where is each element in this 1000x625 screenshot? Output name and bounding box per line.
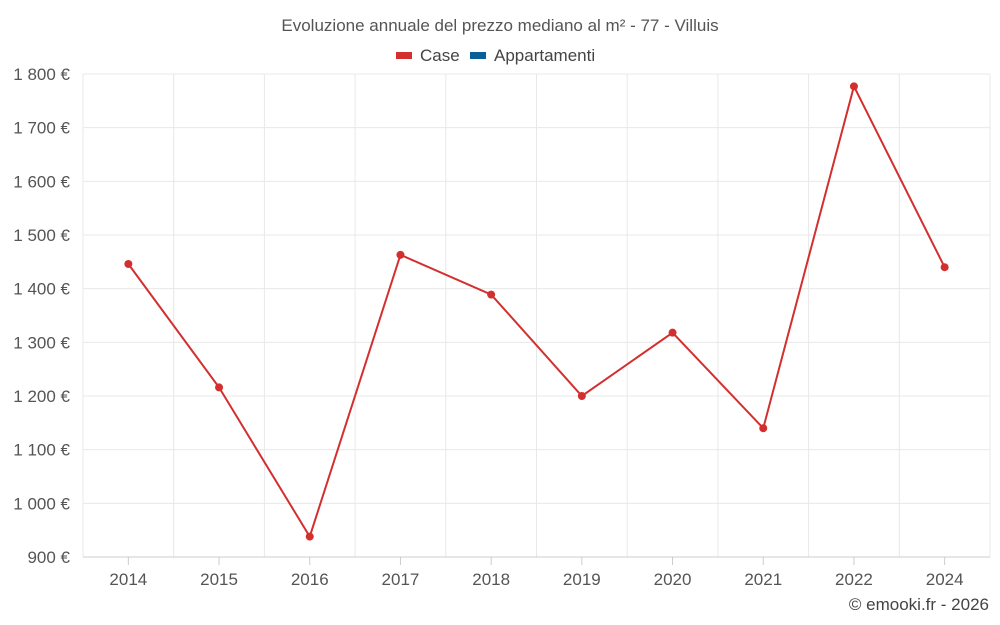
data-point[interactable]: [668, 328, 677, 337]
x-tick-label: 2017: [382, 570, 420, 589]
y-tick-label: 1 100 €: [13, 441, 70, 460]
series-case: [124, 82, 949, 541]
data-point[interactable]: [487, 290, 496, 299]
y-tick-label: 1 300 €: [13, 333, 70, 352]
y-tick-label: 1 600 €: [13, 172, 70, 191]
y-tick-label: 900 €: [27, 548, 70, 567]
x-tick-label: 2020: [654, 570, 692, 589]
data-point[interactable]: [215, 383, 224, 392]
x-tick-label: 2018: [472, 570, 510, 589]
x-tick-label: 2014: [109, 570, 147, 589]
y-tick-label: 1 000 €: [13, 494, 70, 513]
legend-label-case: Case: [420, 46, 460, 65]
chart-title: Evoluzione annuale del prezzo mediano al…: [281, 16, 718, 35]
x-tick-label: 2024: [926, 570, 964, 589]
y-tick-label: 1 700 €: [13, 119, 70, 138]
y-tick-label: 1 800 €: [13, 65, 70, 84]
data-point[interactable]: [759, 424, 768, 433]
x-tick-label: 2015: [200, 570, 238, 589]
legend: Case Appartamenti: [396, 46, 595, 65]
x-tick-label: 2016: [291, 570, 329, 589]
y-tick-label: 1 200 €: [13, 387, 70, 406]
y-axis: 900 € 1 000 € 1 100 € 1 200 € 1 300 € 1 400 €…: [13, 65, 70, 567]
legend-swatch-case: [396, 52, 412, 59]
data-point[interactable]: [124, 259, 133, 268]
legend-label-appartamenti: Appartamenti: [494, 46, 595, 65]
series-line-case: [127, 83, 946, 539]
data-point[interactable]: [577, 392, 586, 400]
legend-item-case[interactable]: Case: [396, 46, 460, 65]
legend-swatch-appartamenti: [470, 52, 486, 59]
x-axis: 2014 2015 2016 2017 2018 2019 2020 2021 2022 2024: [83, 556, 990, 589]
data-point[interactable]: [305, 532, 314, 541]
y-tick-label: 1 400 €: [13, 280, 70, 299]
y-tick-label: 1 500 €: [13, 226, 70, 245]
data-point[interactable]: [849, 82, 858, 91]
data-point[interactable]: [396, 250, 405, 259]
data-point[interactable]: [940, 263, 949, 272]
x-tick-label: 2021: [744, 570, 782, 589]
credit-text: © emooki.fr - 2026: [849, 595, 989, 614]
legend-item-appartamenti[interactable]: Appartamenti: [470, 46, 595, 65]
grid: [82, 73, 991, 557]
x-tick-label: 2019: [563, 570, 601, 589]
x-tick-label: 2022: [835, 570, 873, 589]
